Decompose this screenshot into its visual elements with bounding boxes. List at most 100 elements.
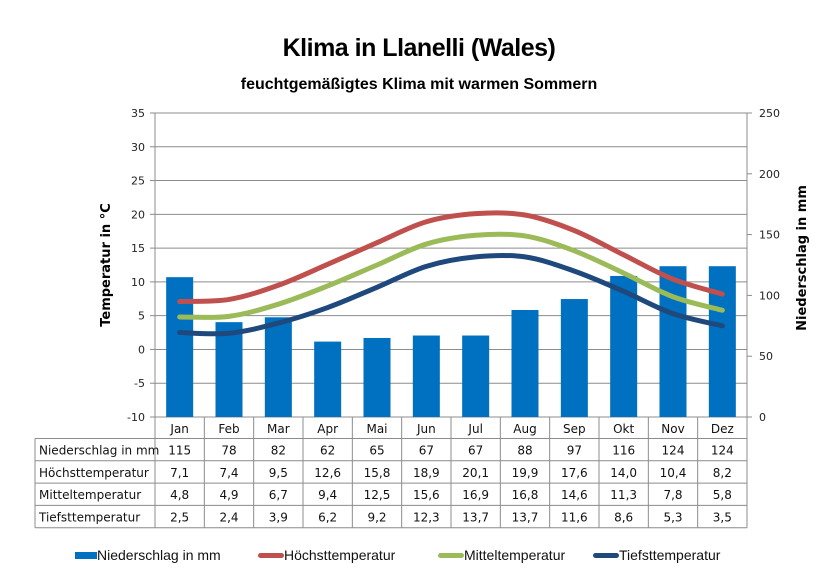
bar-mar [264, 317, 292, 417]
table-cell: 4,8 [170, 488, 189, 502]
table-row-label: Mitteltemperatur [39, 488, 141, 502]
legend-item-tiefsttemperatur: Tiefsttemperatur [593, 547, 720, 563]
table-cell: 4,9 [219, 488, 238, 502]
bar-nov [659, 266, 687, 417]
table-cell: 9,2 [367, 510, 386, 524]
y-right-tick-label: 50 [759, 350, 773, 363]
table-cell: 67 [419, 444, 434, 458]
table-cell: 12,5 [364, 488, 391, 502]
x-tick-label: Mar [267, 422, 290, 436]
table-cell: 10,4 [660, 466, 687, 480]
y-left-tick-label: -5 [134, 377, 145, 390]
table-row-label: Tiefsttemperatur [38, 510, 140, 524]
table-cell: 19,9 [512, 466, 539, 480]
table-cell: 97 [567, 444, 582, 458]
table-cell: 124 [711, 444, 734, 458]
legend-label: Tiefsttemperatur [619, 547, 721, 563]
table-cell: 115 [168, 444, 191, 458]
legend-label: Niederschlag in mm [97, 547, 221, 563]
table-cell: 3,5 [713, 510, 732, 524]
line-mitteltemperatur [177, 231, 725, 320]
table-cell: 7,1 [170, 466, 189, 480]
line-tiefsttemperatur [177, 252, 725, 337]
table-cell: 20,1 [462, 466, 489, 480]
table-cell: 17,6 [561, 466, 588, 480]
legend: Niederschlag in mm Höchsttemperatur Mitt… [0, 547, 838, 567]
table-cell: 82 [271, 444, 286, 458]
table-cell: 18,9 [413, 466, 440, 480]
data-table: Jan Feb Mar Apr Mai Jun Jul Aug Sep Okt Nov Dez Nied… [34, 417, 748, 529]
legend-swatch-bar [75, 551, 97, 559]
table-cell: 124 [662, 444, 685, 458]
legend-swatch-line [438, 552, 464, 558]
lines [177, 210, 725, 337]
legend-item-niederschlag: Niederschlag in mm [75, 547, 221, 563]
table-cell: 14,6 [561, 488, 588, 502]
bar-okt [610, 275, 638, 417]
x-tick-label: Nov [661, 422, 684, 436]
x-tick-label: Dez [711, 422, 734, 436]
legend-item-hoechsttemperatur: Höchsttemperatur [258, 547, 395, 563]
bar-jan [166, 277, 194, 417]
bar-aug [511, 309, 539, 417]
x-tick-label: Mai [366, 422, 387, 436]
y-left-axis-title: Temperatur in °C [99, 203, 114, 327]
line-höchsttemperatur [177, 210, 725, 304]
table-cell: 6,7 [269, 488, 288, 502]
table-cell: 88 [517, 444, 532, 458]
table-cell: 8,2 [713, 466, 732, 480]
y-right-axis-title: Niederschlag in mm [795, 185, 810, 331]
table-cell: 14,0 [610, 466, 637, 480]
bar-feb [215, 322, 243, 417]
table-cell: 9,5 [269, 466, 288, 480]
chart-title: Klima in Llanelli (Wales) [282, 34, 556, 62]
table-cell: 116 [612, 444, 635, 458]
legend-swatch-line [593, 552, 619, 558]
table-cell: 11,3 [610, 488, 637, 502]
x-tick-label: Jan [169, 422, 189, 436]
x-tick-label: Feb [218, 422, 239, 436]
y-left-tick-label: 10 [131, 276, 145, 289]
y-left-tick-label: 15 [131, 242, 145, 255]
bar-sep [560, 299, 588, 417]
x-tick-label: Sep [563, 422, 586, 436]
table-cell: 65 [369, 444, 384, 458]
y-right-tick-label: 100 [759, 289, 780, 302]
legend-item-mitteltemperatur: Mitteltemperatur [438, 547, 565, 563]
table-cell: 5,3 [663, 510, 682, 524]
x-tick-label: Jul [467, 422, 482, 436]
legend-label: Mitteltemperatur [464, 547, 566, 563]
y-left-tick-label: -10 [127, 411, 145, 424]
chart-subtitle: feuchtgemäßigtes Klima mit warmen Sommer… [240, 76, 598, 93]
table-cell: 12,3 [413, 510, 440, 524]
table-cell: 13,7 [462, 510, 489, 524]
y-left-tick-label: 20 [131, 208, 145, 221]
table-cell: 13,7 [512, 510, 539, 524]
table-cell: 16,9 [462, 488, 489, 502]
table-cell: 6,2 [318, 510, 337, 524]
x-tick-label: Okt [613, 422, 634, 436]
x-tick-label: Aug [513, 422, 536, 436]
table-cell: 5,8 [713, 488, 732, 502]
bar-apr [314, 341, 342, 417]
table-cell: 7,4 [219, 466, 238, 480]
table-cell: 62 [320, 444, 335, 458]
table-cell: 2,4 [219, 510, 238, 524]
bar-dez [708, 266, 736, 417]
table-cell: 67 [468, 444, 483, 458]
table-cell: 2,5 [170, 510, 189, 524]
y-right-tick-label: 150 [759, 229, 780, 242]
table-cell: 11,6 [561, 510, 588, 524]
table-cell: 9,4 [318, 488, 337, 502]
table-cell: 15,8 [364, 466, 391, 480]
bar-mai [363, 337, 391, 417]
table-row-label: Niederschlag in mm [39, 444, 159, 458]
y-left-tick-label: 35 [131, 107, 145, 120]
table-cell: 16,8 [512, 488, 539, 502]
y-left-tick-label: 30 [131, 141, 145, 154]
y-right-tick-label: 200 [759, 168, 780, 181]
table-cell: 15,6 [413, 488, 440, 502]
legend-swatch-line [258, 552, 284, 558]
